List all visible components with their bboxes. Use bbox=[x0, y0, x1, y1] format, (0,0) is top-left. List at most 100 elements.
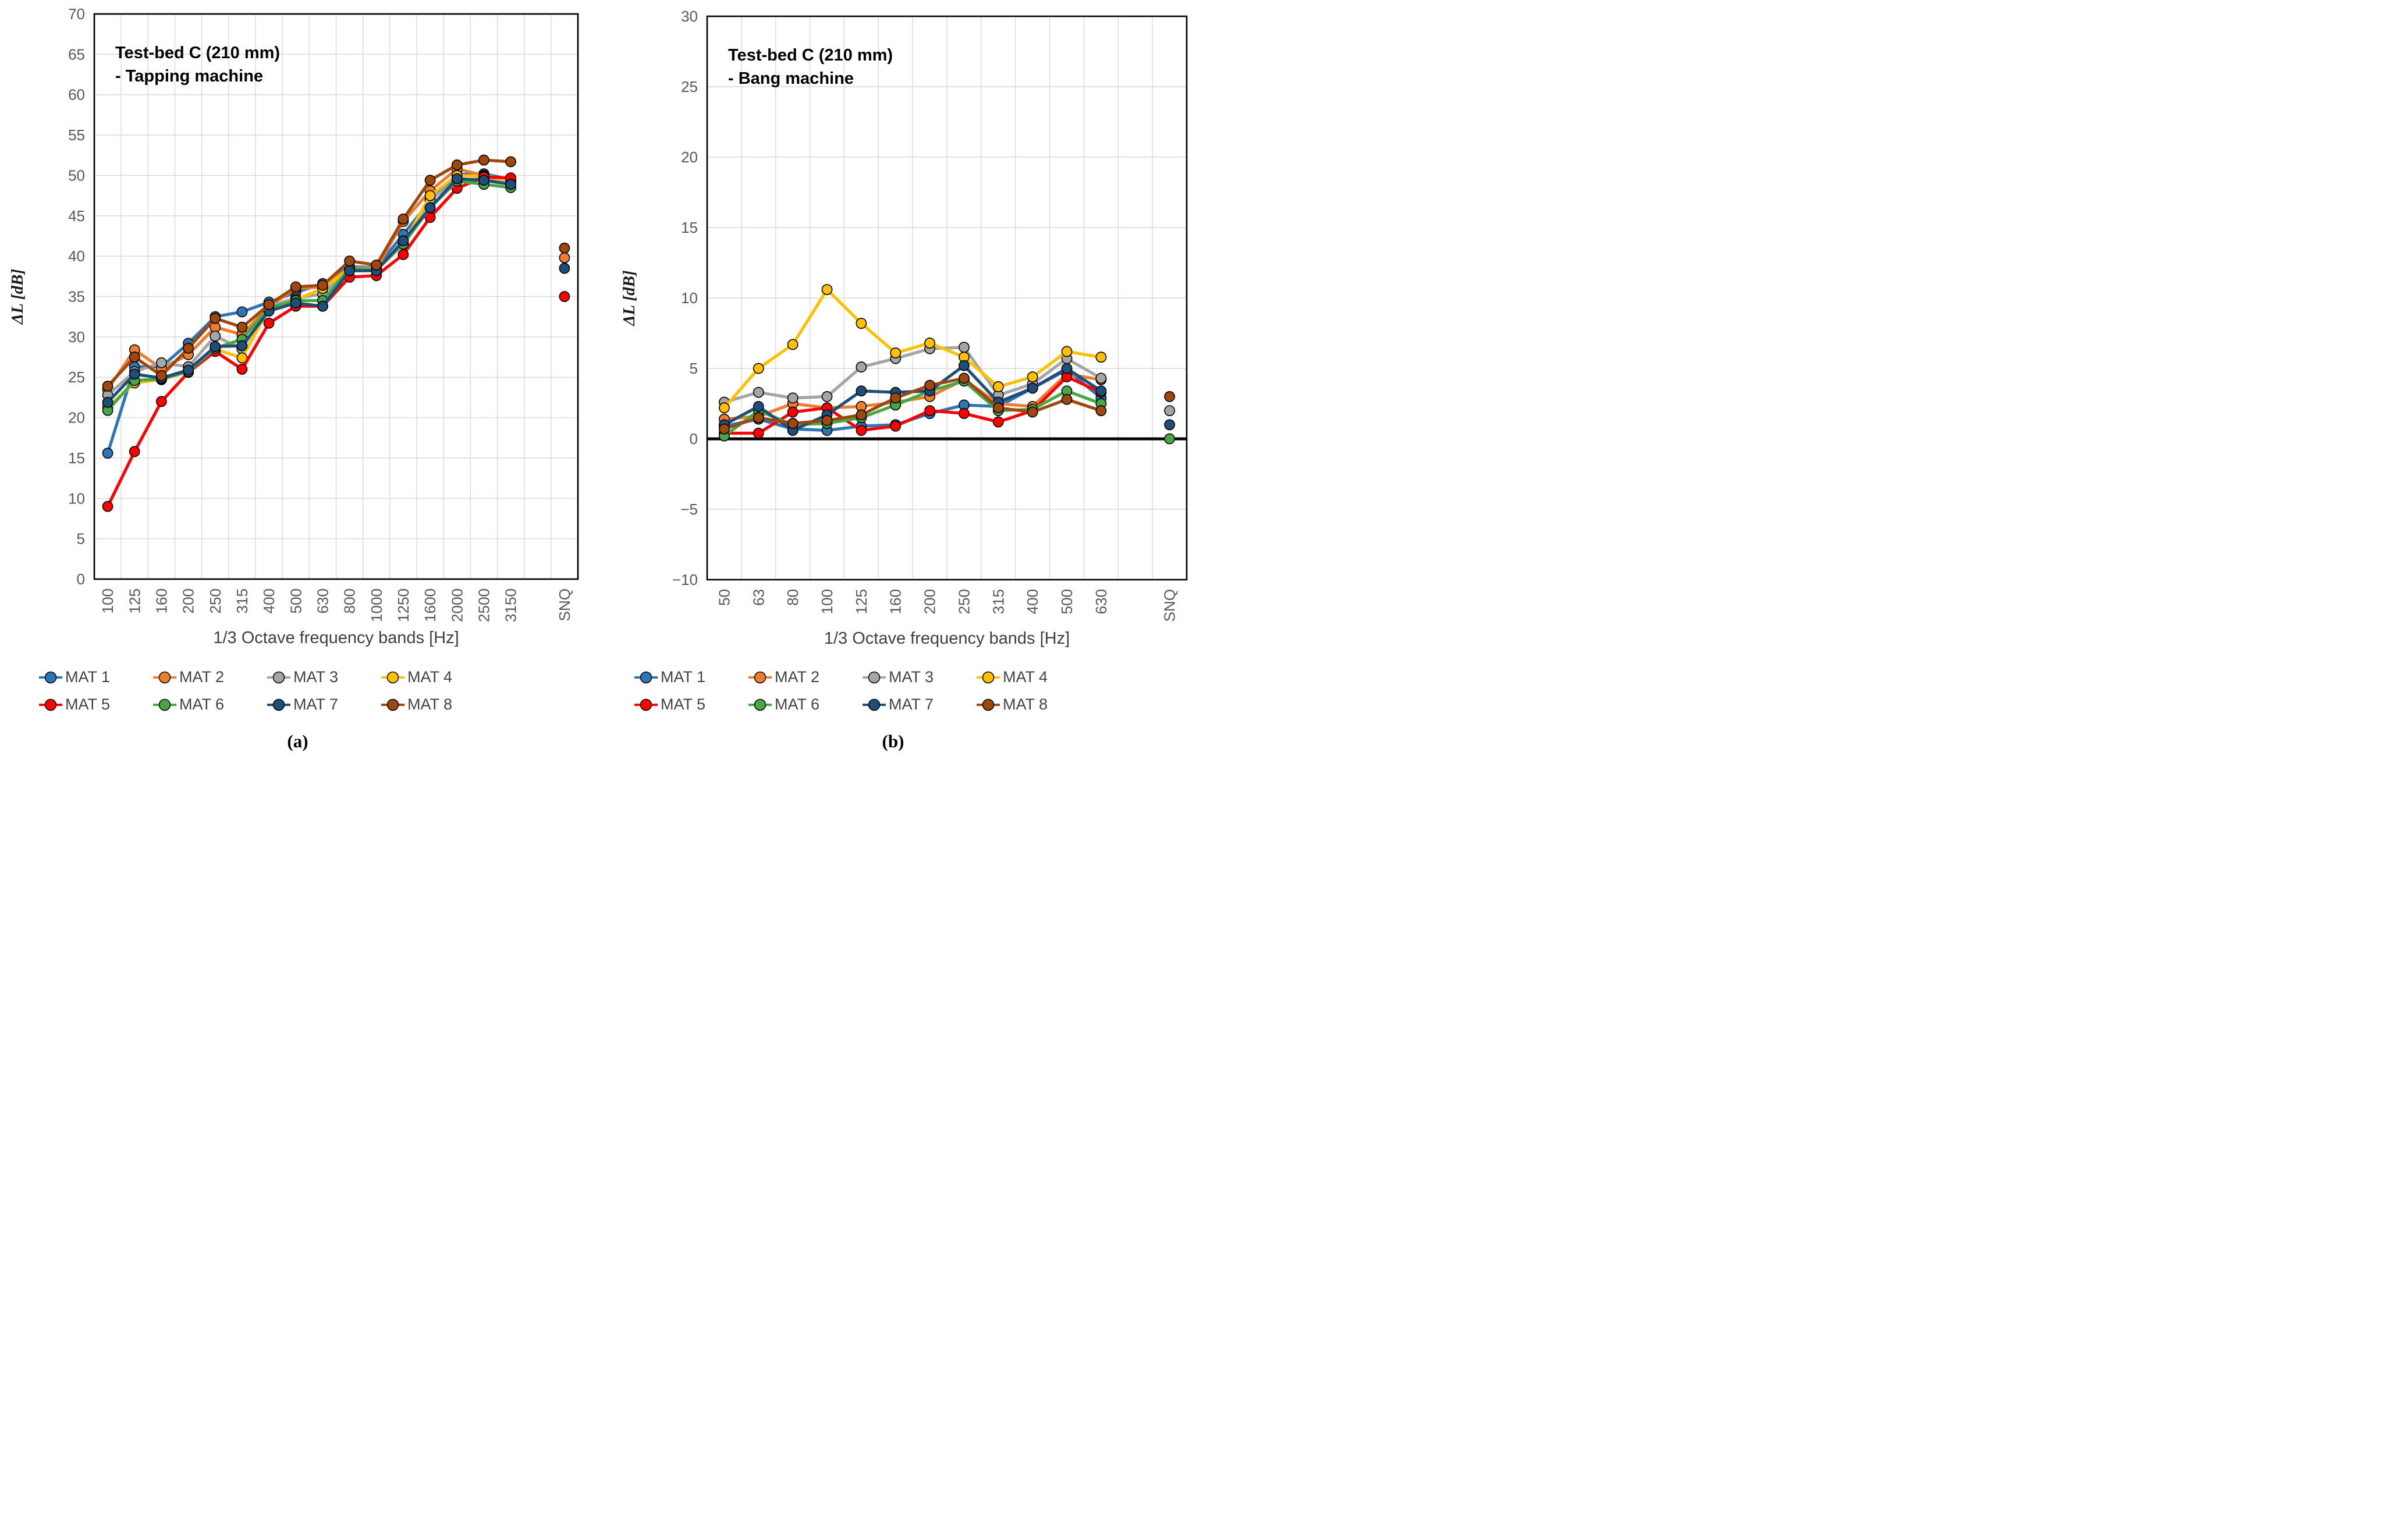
data-point-MAT 4 bbox=[1027, 371, 1038, 382]
data-point-MAT 8 bbox=[478, 154, 489, 166]
data-point-MAT 5 bbox=[156, 396, 167, 407]
data-point-MAT 4 bbox=[890, 347, 902, 359]
data-point-MAT 8 bbox=[821, 415, 833, 426]
legend-item-mat-8: MAT 8 bbox=[975, 696, 1089, 714]
data-point-MAT 8 bbox=[263, 299, 275, 310]
y-tick-label: 10 bbox=[681, 289, 698, 307]
legend-item-mat-2: MAT 2 bbox=[151, 668, 265, 686]
series-line-MAT 3 bbox=[106, 177, 513, 397]
x-tick-label: 800 bbox=[341, 588, 359, 613]
y-axis-title: ΔL [dB] bbox=[8, 269, 27, 325]
data-point-MAT 7 bbox=[451, 173, 463, 184]
legend-b: MAT 1 MAT 2 MAT 3 MAT 4 MAT 5 MAT 6 MAT 7 MAT 8 bbox=[633, 668, 1089, 714]
legend-item-mat-4: MAT 4 bbox=[379, 668, 494, 686]
snq-point-MAT 7 bbox=[1164, 419, 1175, 431]
data-point-MAT 8 bbox=[129, 352, 140, 363]
x-tick-label: 63 bbox=[750, 589, 767, 606]
data-point-MAT 8 bbox=[451, 159, 463, 171]
data-point-MAT 4 bbox=[924, 338, 935, 349]
y-tick-label: 30 bbox=[68, 328, 85, 346]
data-point-MAT 8 bbox=[890, 392, 902, 404]
data-point-MAT 4 bbox=[992, 381, 1004, 392]
x-tick-label: 1600 bbox=[421, 588, 439, 622]
y-tick-label: 20 bbox=[681, 148, 698, 166]
x-axis-title: 1/3 Octave frequency bands [Hz] bbox=[824, 629, 1070, 648]
snq-tick-label: SNQ bbox=[556, 588, 573, 621]
data-point-MAT 8 bbox=[992, 402, 1004, 414]
data-point-MAT 4 bbox=[821, 284, 833, 295]
y-tick-label: 10 bbox=[68, 489, 85, 507]
y-tick-label: 40 bbox=[68, 247, 85, 265]
snq-point-MAT 8 bbox=[1164, 391, 1175, 402]
legend-marker-icon bbox=[863, 671, 886, 683]
data-point-MAT 3 bbox=[1095, 372, 1107, 384]
legend-item-mat-6: MAT 6 bbox=[747, 696, 861, 714]
x-axis-title: 1/3 Octave frequency bands [Hz] bbox=[213, 629, 459, 647]
legend-label: MAT 7 bbox=[293, 696, 339, 713]
snq-point-MAT 2 bbox=[559, 252, 570, 264]
x-tick-label: 50 bbox=[715, 589, 733, 606]
x-tick-label: 200 bbox=[180, 588, 197, 613]
legend-marker-icon bbox=[267, 671, 290, 683]
data-point-MAT 5 bbox=[263, 317, 275, 329]
legend-item-mat-5: MAT 5 bbox=[37, 696, 151, 714]
panel-a: 70 65 60 55 50 45 40 35 30 25 20 15 10 5 0 100 125 160 200… bbox=[0, 0, 595, 752]
x-tick-label: 160 bbox=[887, 589, 904, 614]
data-point-MAT 1 bbox=[236, 306, 248, 318]
data-point-MAT 3 bbox=[156, 357, 167, 368]
legend-label: MAT 5 bbox=[661, 696, 706, 713]
data-point-MAT 4 bbox=[424, 190, 436, 201]
legend-marker-icon bbox=[748, 698, 772, 711]
legend-label: MAT 6 bbox=[775, 696, 820, 713]
series-line-MAT 8 bbox=[106, 158, 513, 388]
x-tick-label: 250 bbox=[207, 588, 224, 613]
x-tick-label: 200 bbox=[921, 589, 939, 614]
snq-tick-label: SNQ bbox=[1161, 589, 1179, 622]
data-point-MAT 7 bbox=[236, 340, 248, 352]
y-tick-label: 35 bbox=[68, 288, 85, 306]
legend-label: MAT 7 bbox=[889, 696, 934, 713]
snq-point-MAT 8 bbox=[559, 242, 570, 254]
data-point-MAT 8 bbox=[102, 381, 113, 392]
data-point-MAT 8 bbox=[344, 256, 355, 267]
data-point-MAT 8 bbox=[505, 156, 516, 168]
x-tick-label: 125 bbox=[126, 588, 143, 613]
series-line-MAT 7 bbox=[106, 177, 513, 404]
legend-label: MAT 5 bbox=[65, 696, 111, 713]
y-tick-label: 20 bbox=[68, 409, 85, 427]
data-point-MAT 7 bbox=[856, 385, 867, 397]
data-point-MAT 5 bbox=[959, 408, 970, 419]
x-tick-label: 100 bbox=[99, 588, 116, 613]
y-tick-label: 70 bbox=[68, 5, 85, 23]
data-point-MAT 7 bbox=[1027, 382, 1038, 394]
data-point-MAT 7 bbox=[317, 300, 328, 312]
legend-marker-icon bbox=[39, 698, 62, 711]
data-point-MAT 4 bbox=[1061, 346, 1073, 357]
x-tick-label: 125 bbox=[853, 589, 870, 614]
data-point-MAT 3 bbox=[856, 361, 867, 372]
legend-label: MAT 8 bbox=[407, 696, 453, 713]
data-point-MAT 8 bbox=[317, 279, 328, 291]
data-point-MAT 8 bbox=[1027, 406, 1038, 418]
legend-marker-icon bbox=[977, 698, 1000, 711]
data-point-MAT 4 bbox=[719, 402, 730, 414]
y-tick-label: 5 bbox=[690, 360, 698, 377]
legend-label: MAT 2 bbox=[775, 668, 820, 686]
legend-marker-icon bbox=[39, 671, 62, 683]
data-point-MAT 4 bbox=[787, 339, 799, 350]
series-line-MAT 4 bbox=[722, 288, 1103, 410]
chart-subtitle: - Tapping machine bbox=[115, 67, 263, 86]
data-point-MAT 8 bbox=[424, 175, 436, 186]
x-tick-label: 500 bbox=[287, 588, 304, 613]
x-tick-label: 80 bbox=[784, 589, 801, 606]
chart-subtitle: - Bang machine bbox=[728, 69, 854, 88]
data-point-MAT 8 bbox=[371, 260, 382, 271]
legend-label: MAT 4 bbox=[1003, 668, 1048, 686]
two-panel-line-chart-figure: 70 65 60 55 50 45 40 35 30 25 20 15 10 5 0 100 125 160 200… bbox=[0, 0, 1191, 752]
x-tick-label: 1250 bbox=[395, 588, 412, 622]
y-tick-label: −5 bbox=[680, 501, 698, 518]
legend-label: MAT 3 bbox=[889, 668, 934, 686]
data-point-MAT 3 bbox=[210, 331, 221, 342]
legend-marker-icon bbox=[634, 671, 658, 683]
